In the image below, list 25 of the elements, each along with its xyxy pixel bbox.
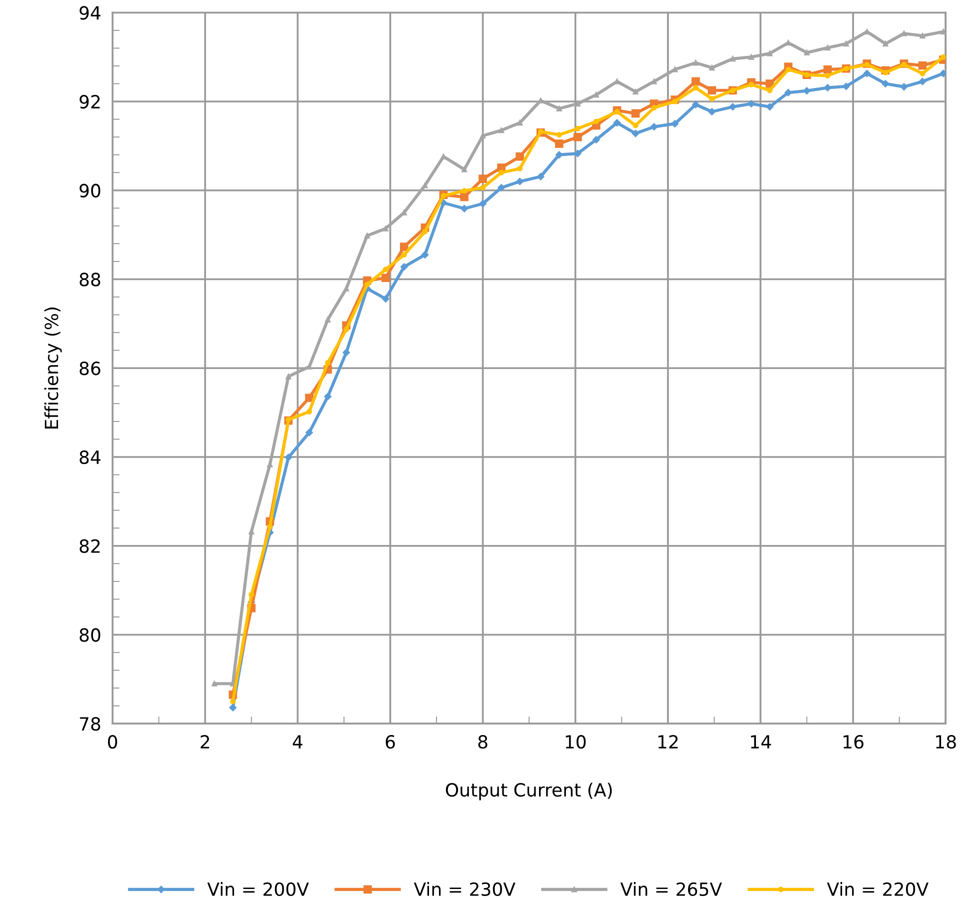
y-tick-label: 92 — [80, 94, 100, 109]
y-tick-label: 80 — [80, 628, 100, 642]
legend-label: Vin = 200V — [207, 882, 309, 896]
x-tick-label: 16 — [844, 735, 864, 749]
y-tick-label: 90 — [80, 184, 100, 198]
x-tick-label: 18 — [936, 735, 956, 749]
x-tick-label: 6 — [386, 735, 395, 749]
y-tick-label: 84 — [80, 450, 100, 464]
y-tick-label: 78 — [80, 717, 100, 731]
y-tick-label: 86 — [80, 362, 100, 376]
y-axis-title: Efficiency (%) — [44, 308, 62, 428]
legend-label: Vin = 230V — [414, 882, 516, 896]
x-tick-label: 10 — [566, 735, 586, 749]
x-tick-label: 8 — [478, 735, 488, 749]
x-tick-label: 4 — [292, 735, 302, 748]
y-tick-label: 88 — [80, 272, 100, 286]
y-tick-label: 94 — [80, 6, 100, 20]
legend-label: Vin = 220V — [826, 882, 929, 896]
x-axis-title: Output Current (A) — [446, 782, 612, 800]
y-tick-label: 82 — [80, 539, 100, 553]
x-tick-label: 12 — [658, 735, 678, 748]
x-tick-label: 14 — [751, 735, 771, 748]
x-tick-label: 2 — [200, 735, 210, 748]
legend-label: Vin = 265V — [620, 882, 722, 896]
x-tick-label: 0 — [108, 735, 118, 749]
